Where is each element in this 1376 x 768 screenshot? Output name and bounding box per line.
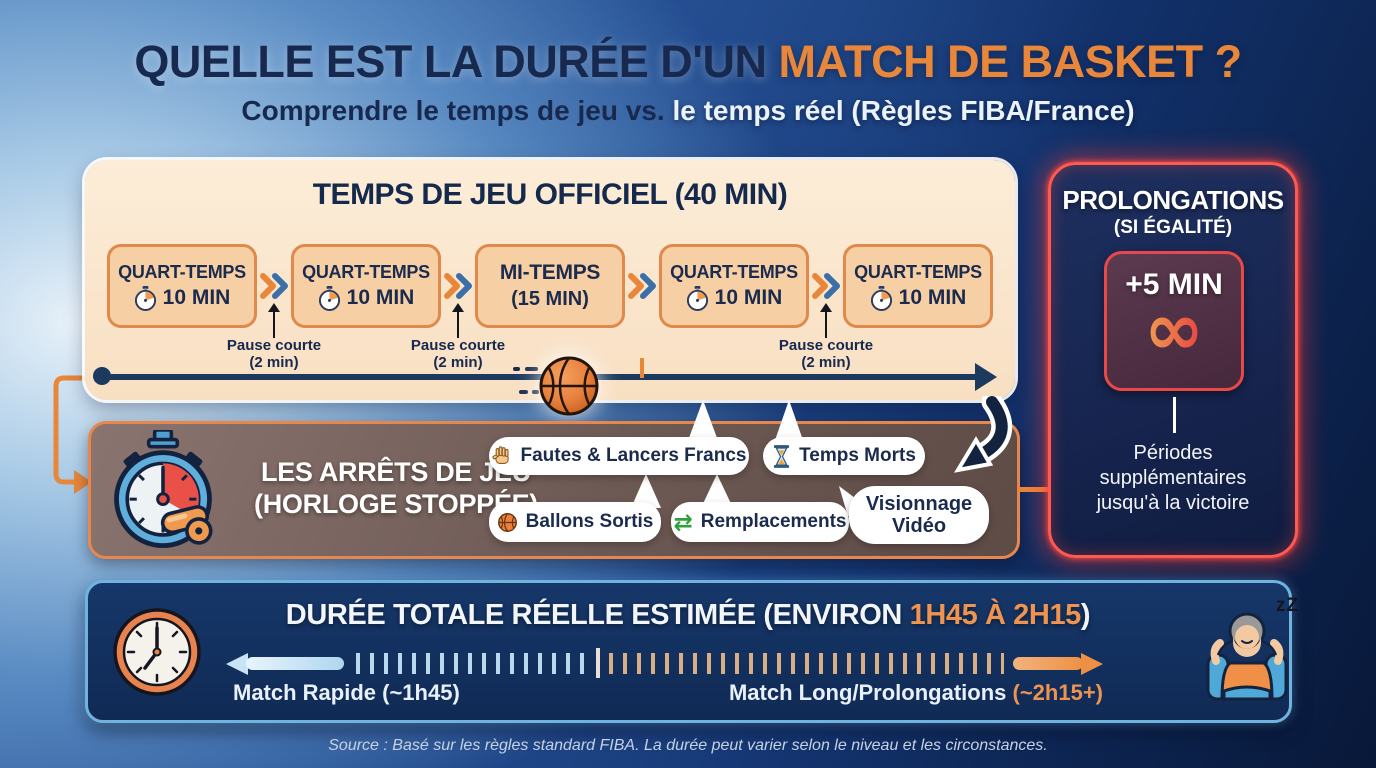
total-duration-title: DURÉE TOTALE RÉELLE ESTIMÉE (ENVIRON 1H4…	[285, 599, 1091, 631]
pause-label: Pause courte (2 min)	[778, 337, 874, 372]
stoppage-pill-video-review: Visionnage Vidéo	[849, 486, 989, 544]
timeline-arrowhead-icon	[975, 363, 997, 391]
long-match-label: Match Long/Prolongations (~2h15+)	[728, 680, 1103, 705]
source-note: Source : Basé sur les règles standard FI…	[328, 737, 1048, 754]
spectator-icon	[1206, 612, 1288, 701]
stopwatch-whistle-icon	[114, 430, 213, 549]
flow-connector-right	[1018, 487, 1050, 492]
overtime-panel: PROLONGATIONS (SI ÉGALITÉ) +5 MIN ∞ Péri…	[1048, 162, 1298, 558]
page-subtitle: Comprendre le temps de jeu vs. le temps …	[0, 95, 1376, 127]
svg-text:∞: ∞	[1144, 302, 1204, 368]
timeline-halftime-tick	[640, 358, 644, 378]
period-label: QUART-TEMPS	[670, 261, 798, 282]
period-label: QUART-TEMPS	[118, 261, 246, 282]
period-label: QUART-TEMPS	[854, 261, 982, 282]
page-title-accent: MATCH DE BASKET ?	[778, 36, 1242, 87]
period-duration: 10 MIN	[162, 286, 231, 309]
period-duration: 10 MIN	[714, 286, 783, 309]
overtime-note: Périodes supplémentaires jusqu'à la vict…	[1096, 442, 1250, 514]
stoppage-pill-out-of-bounds: Ballons Sortis	[489, 502, 661, 542]
swap-arrows-icon: ⇄	[673, 508, 693, 535]
scale-left-shaft	[246, 657, 344, 670]
scale-right-shaft	[1013, 657, 1083, 670]
overtime-card: +5 MIN ∞	[1104, 251, 1244, 391]
period-label: QUART-TEMPS	[302, 261, 430, 282]
chevron-right-icon	[257, 269, 291, 303]
scale-ticks-orange	[609, 653, 1004, 674]
page-subtitle-light: le temps réel (Règles FIBA/France)	[672, 95, 1135, 126]
period-label: MI-TEMPS	[499, 261, 601, 284]
stopwatch-icon	[870, 285, 892, 311]
page-title: QUELLE EST LA DURÉE D'UN MATCH DE BASKET…	[0, 36, 1376, 88]
infinity-icon: ∞	[1144, 287, 1204, 371]
official-time-title: TEMPS DE JEU OFFICIEL (40 MIN)	[312, 178, 788, 211]
chevron-right-icon	[441, 269, 475, 303]
stoppage-pill-fouls: Fautes & Lancers Francs	[489, 437, 749, 475]
official-time-panel: TEMPS DE JEU OFFICIEL (40 MIN) QUART-TEM…	[85, 160, 1015, 416]
period-duration: 10 MIN	[898, 286, 967, 309]
pause-arrow-icon	[268, 303, 280, 338]
chevron-right-icon	[809, 269, 843, 303]
stopwatch-icon	[134, 285, 156, 311]
pause-label: Pause courte (2 min)	[410, 337, 506, 372]
stopwatch-icon	[318, 285, 340, 311]
stoppages-panel: LES ARRÊTS DE JEU (HORLOGE STOPPÉE) Faut…	[88, 400, 1020, 559]
curved-arrow-icon	[953, 396, 1013, 473]
sleep-zzz-label: zZ	[1276, 595, 1300, 616]
overtime-subtitle: (SI ÉGALITÉ)	[1113, 217, 1233, 238]
timeline-start-dot	[93, 367, 111, 385]
motion-dash	[513, 367, 520, 371]
pause-arrow-icon	[452, 303, 464, 338]
stoppage-label: Fautes & Lancers Francs	[520, 445, 747, 466]
overtime-duration: +5 MIN	[1125, 268, 1223, 301]
pause-arrow-icon	[820, 303, 832, 338]
scale-center-tick	[596, 648, 600, 678]
stoppage-pill-timeouts: Temps Morts	[763, 437, 925, 475]
period-box-q2: QUART-TEMPS 10 MIN	[291, 244, 441, 328]
flow-connector-left	[53, 375, 102, 494]
scale-left-arrowhead-icon	[226, 653, 248, 675]
page-title-dark: QUELLE EST LA DURÉE D'UN	[134, 36, 779, 87]
stoppage-pill-substitutions: ⇄ Remplacements	[671, 502, 849, 542]
overtime-connector-line	[1173, 397, 1176, 433]
stoppage-label: Remplacements	[700, 511, 847, 532]
scale-ticks-blue	[356, 653, 594, 674]
stoppage-label: Visionnage Vidéo	[865, 492, 973, 537]
hand-icon	[491, 446, 509, 464]
basketball-icon	[497, 512, 517, 532]
stoppage-label: Temps Morts	[799, 445, 916, 466]
stopwatch-icon	[686, 285, 708, 311]
stoppage-label: Ballons Sortis	[525, 511, 654, 532]
period-box-q4: QUART-TEMPS 10 MIN	[843, 244, 993, 328]
motion-dash	[525, 367, 538, 371]
motion-dash	[532, 390, 539, 394]
motion-dash	[519, 390, 528, 394]
page-subtitle-dark: Comprendre le temps de jeu vs.	[241, 95, 673, 126]
period-box-halftime: MI-TEMPS (15 MIN)	[475, 244, 625, 328]
periods-row: QUART-TEMPS 10 MIN QUART-TEMPS 10 MIN	[107, 244, 993, 328]
period-duration: 10 MIN	[346, 286, 415, 309]
basketball-icon	[539, 356, 599, 416]
pause-label: Pause courte (2 min)	[226, 337, 322, 372]
period-box-q1: QUART-TEMPS 10 MIN	[107, 244, 257, 328]
fast-match-label: Match Rapide (~1h45)	[233, 680, 460, 705]
clock-icon	[113, 608, 201, 696]
scale-right-arrowhead-icon	[1081, 653, 1103, 675]
period-duration: (15 MIN)	[511, 288, 589, 310]
total-duration-panel: DURÉE TOTALE RÉELLE ESTIMÉE (ENVIRON 1H4…	[85, 580, 1298, 723]
overtime-title: PROLONGATIONS	[1062, 185, 1284, 215]
chevron-right-icon	[625, 269, 659, 303]
hourglass-icon	[773, 444, 790, 468]
period-box-q3: QUART-TEMPS 10 MIN	[659, 244, 809, 328]
